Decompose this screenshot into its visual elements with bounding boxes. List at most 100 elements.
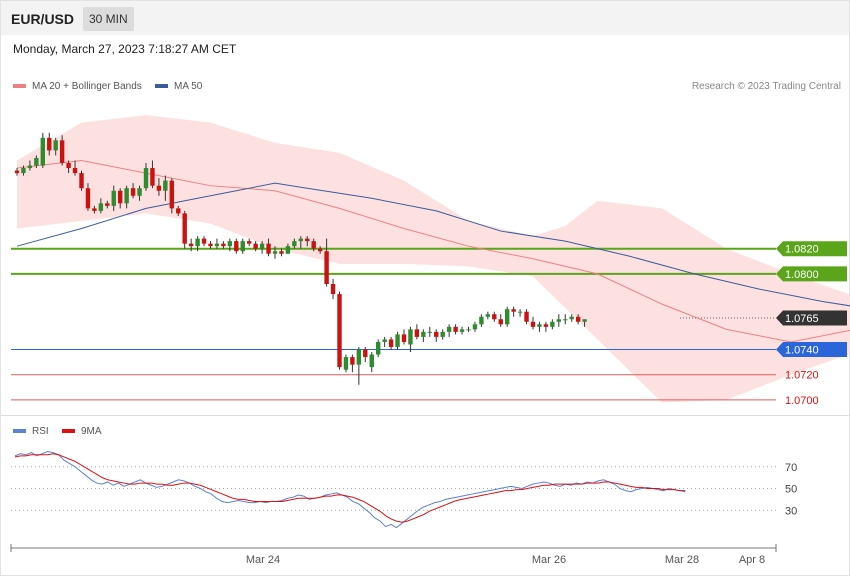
candle bbox=[150, 168, 155, 186]
level-label-1: 1.0800 bbox=[785, 269, 819, 281]
rsi-tick-label: 30 bbox=[785, 505, 797, 517]
candle bbox=[79, 173, 84, 189]
candle bbox=[563, 319, 568, 321]
candle bbox=[285, 246, 291, 254]
candle bbox=[569, 316, 574, 320]
legend-ma50-label: MA 50 bbox=[174, 81, 203, 92]
candle bbox=[479, 316, 484, 325]
candle bbox=[195, 238, 200, 247]
candle bbox=[279, 251, 284, 254]
candle bbox=[434, 331, 439, 337]
candle bbox=[356, 349, 362, 365]
candle bbox=[208, 243, 213, 247]
candle bbox=[259, 243, 265, 249]
legend-rsi-label: RSI bbox=[32, 426, 49, 437]
candle bbox=[53, 140, 58, 151]
legend-rsi: RSI bbox=[13, 426, 49, 437]
candle bbox=[292, 241, 297, 247]
candle bbox=[72, 168, 78, 174]
level-label-2: 1.0765 bbox=[785, 313, 819, 325]
candle bbox=[395, 334, 400, 347]
candle bbox=[453, 326, 458, 332]
candle bbox=[124, 188, 129, 204]
rsi-ma-line bbox=[14, 453, 686, 523]
candle bbox=[59, 140, 65, 164]
candle bbox=[556, 319, 561, 322]
candle bbox=[524, 311, 529, 322]
candle bbox=[382, 339, 387, 342]
candle bbox=[118, 190, 123, 204]
candle bbox=[182, 213, 187, 244]
candle bbox=[234, 241, 239, 252]
ma20-line bbox=[16, 159, 850, 343]
bollinger-band bbox=[17, 115, 850, 403]
x-tick-label: Mar 26 bbox=[532, 554, 566, 566]
candle bbox=[21, 168, 26, 174]
candle bbox=[498, 319, 503, 325]
candle bbox=[201, 238, 207, 244]
level-tag-3 bbox=[776, 342, 847, 358]
candle bbox=[227, 241, 233, 247]
rsi-tick-label: 50 bbox=[785, 484, 797, 496]
rsi-tick-label: 70 bbox=[785, 462, 797, 474]
candle bbox=[156, 185, 162, 191]
candle bbox=[34, 157, 39, 166]
candle bbox=[111, 190, 116, 206]
candle bbox=[376, 341, 381, 355]
level-tag-0 bbox=[776, 241, 847, 257]
candle bbox=[47, 137, 52, 151]
candle bbox=[272, 251, 278, 254]
rsi-swatch bbox=[13, 429, 26, 434]
candle bbox=[446, 326, 452, 332]
legend-ma50: MA 50 bbox=[155, 81, 202, 92]
candle bbox=[517, 311, 523, 313]
candle bbox=[130, 188, 136, 196]
candle bbox=[98, 203, 104, 211]
candle bbox=[543, 324, 549, 327]
candle bbox=[92, 208, 97, 211]
x-tick-label: Mar 24 bbox=[246, 554, 280, 566]
candle bbox=[492, 314, 497, 320]
candle bbox=[427, 331, 432, 333]
ma20-swatch bbox=[13, 84, 26, 89]
level-tag-2 bbox=[776, 310, 847, 326]
candle bbox=[505, 309, 510, 325]
x-tick-label: Mar 28 bbox=[665, 554, 699, 566]
candle bbox=[137, 188, 142, 196]
timestamp: Monday, March 27, 2023 7:18:27 AM CET bbox=[13, 42, 237, 56]
candle bbox=[388, 339, 394, 347]
credit-text: Research © 2023 Trading Central bbox=[691, 81, 841, 92]
candle bbox=[485, 314, 491, 317]
level-label-4: 1.0720 bbox=[785, 370, 819, 382]
candle bbox=[169, 180, 174, 209]
ma50-line bbox=[16, 182, 850, 307]
timeframe-button[interactable]: 30 MIN bbox=[83, 7, 134, 31]
candle bbox=[459, 329, 465, 332]
candle bbox=[305, 238, 310, 242]
candle bbox=[188, 243, 194, 247]
x-tick-label: Apr 8 bbox=[739, 554, 765, 566]
candle bbox=[466, 329, 471, 331]
candle bbox=[440, 331, 445, 337]
candle bbox=[311, 241, 316, 249]
candle bbox=[247, 241, 252, 244]
candle bbox=[408, 329, 413, 345]
candle bbox=[472, 324, 478, 330]
candle bbox=[105, 203, 110, 206]
candle bbox=[85, 188, 91, 209]
candle bbox=[27, 165, 33, 169]
candle bbox=[214, 243, 220, 247]
level-label-0: 1.0820 bbox=[785, 244, 819, 256]
candle bbox=[582, 319, 587, 322]
candle bbox=[530, 321, 536, 327]
candle bbox=[330, 283, 336, 295]
candle bbox=[14, 170, 20, 174]
legend-rsi-ma-label: 9MA bbox=[81, 426, 102, 437]
legend-rsi-ma: 9MA bbox=[62, 426, 102, 437]
candle bbox=[337, 294, 342, 368]
candle bbox=[401, 334, 407, 342]
candle bbox=[363, 349, 368, 358]
candle bbox=[421, 331, 426, 337]
candle bbox=[163, 180, 168, 191]
